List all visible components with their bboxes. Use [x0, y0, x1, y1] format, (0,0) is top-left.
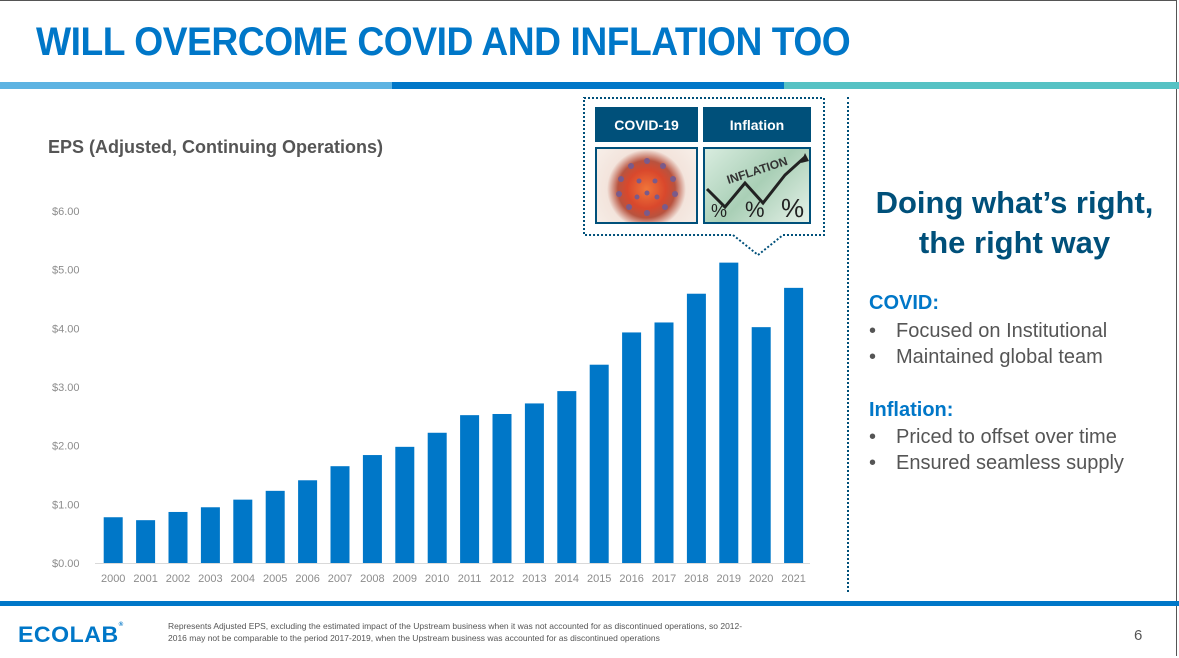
right-headline: Doing what’s right, the right way [852, 183, 1177, 263]
bar-2003 [200, 507, 220, 563]
x-tick-label: 2018 [684, 573, 708, 585]
page-number: 6 [1134, 627, 1143, 644]
bullet-item: • Priced to offset over time [869, 426, 1117, 448]
covid-tag: COVID-19 [595, 107, 698, 142]
x-tick-label: 2004 [231, 573, 255, 585]
x-tick-label: 2000 [101, 573, 125, 585]
bar-2010 [427, 432, 447, 563]
bullet-icon: • [869, 426, 877, 448]
svg-text:%: % [781, 193, 804, 222]
footer-divider [0, 601, 1179, 606]
bar-2011 [460, 415, 480, 563]
y-tick-label: $2.00 [52, 441, 80, 453]
svg-text:%: % [745, 197, 765, 222]
x-tick-label: 2010 [425, 573, 449, 585]
bar-2001 [136, 520, 156, 563]
header-strip-right [784, 82, 1179, 89]
inflation-tag: Inflation [703, 107, 811, 142]
covid-heading: COVID: [869, 292, 939, 314]
x-tick-label: 2003 [198, 573, 222, 585]
x-tick-label: 2012 [490, 573, 514, 585]
inflation-image: INFLATION % % % [703, 147, 811, 224]
bar-2008 [362, 455, 382, 563]
bullet-icon: • [869, 452, 877, 474]
bar-2014 [557, 391, 577, 563]
x-tick-label: 2016 [619, 573, 643, 585]
inflation-heading: Inflation: [869, 399, 954, 421]
bar-2019 [719, 262, 739, 563]
bullet-item: • Maintained global team [869, 346, 1103, 368]
eps-bar-chart: $0.00 $1.00 $2.00 $3.00 $4.00 $5.00 $6.00 2000 2… [52, 206, 810, 585]
bar-2020 [751, 327, 771, 563]
bar-2006 [298, 480, 318, 563]
bar-2002 [168, 511, 188, 563]
y-tick-label: $0.00 [52, 558, 80, 570]
bar-2000 [103, 517, 123, 563]
y-tick-label: $1.00 [52, 499, 80, 511]
x-tick-label: 2009 [393, 573, 417, 585]
bar-2009 [395, 446, 415, 563]
bar-2015 [589, 364, 609, 563]
headline-line-1: Doing what’s right, [875, 185, 1154, 220]
chart-title: EPS (Adjusted, Continuing Operations) [48, 137, 383, 157]
x-tick-label: 2017 [652, 573, 676, 585]
x-tick-label: 2007 [328, 573, 352, 585]
x-tick-label: 2021 [781, 573, 805, 585]
slide-title: WILL OVERCOME COVID AND INFLATION TOO [36, 20, 851, 64]
y-tick-label: $5.00 [52, 265, 80, 277]
y-tick-label: $6.00 [52, 206, 80, 218]
x-tick-label: 2005 [263, 573, 287, 585]
x-tick-label: 2006 [295, 573, 319, 585]
bar-2021 [784, 287, 804, 563]
x-tick-label: 2015 [587, 573, 611, 585]
callout-box: COVID-19 Inflation INFLATION % % % [583, 97, 825, 257]
x-tick-label: 2014 [555, 573, 579, 585]
x-tick-label: 2013 [522, 573, 546, 585]
y-tick-label: $4.00 [52, 323, 80, 335]
bar-2013 [524, 403, 544, 563]
vertical-divider [847, 97, 849, 592]
bar-2004 [233, 499, 253, 563]
x-tick-label: 2020 [749, 573, 773, 585]
virus-icon [616, 158, 678, 216]
coronavirus-image [595, 147, 698, 224]
ecolab-logo: ECOLAB® [18, 622, 124, 647]
bar-2016 [622, 332, 642, 563]
inflation-trend-icon: INFLATION % % % [705, 153, 809, 222]
bullet-item: • Focused on Institutional [869, 320, 1108, 342]
bar-2017 [654, 322, 674, 563]
header-strip-left [0, 82, 392, 89]
bullet-icon: • [869, 346, 877, 368]
y-tick-label: $3.00 [52, 382, 80, 394]
x-tick-label: 2011 [458, 573, 482, 585]
footnote: Represents Adjusted EPS, excluding the e… [168, 621, 743, 643]
x-tick-label: 2019 [717, 573, 741, 585]
bullet-item: • Ensured seamless supply [869, 452, 1124, 474]
headline-line-2: the right way [918, 225, 1111, 260]
x-tick-label: 2008 [360, 573, 384, 585]
svg-text:%: % [711, 201, 727, 221]
x-tick-label: 2001 [133, 573, 157, 585]
bar-2012 [492, 413, 512, 563]
bar-2018 [686, 293, 706, 563]
bar-2007 [330, 466, 350, 563]
bullet-icon: • [869, 320, 877, 342]
header-strip-mid [392, 82, 784, 89]
x-tick-label: 2002 [166, 573, 190, 585]
bar-2005 [265, 490, 285, 563]
